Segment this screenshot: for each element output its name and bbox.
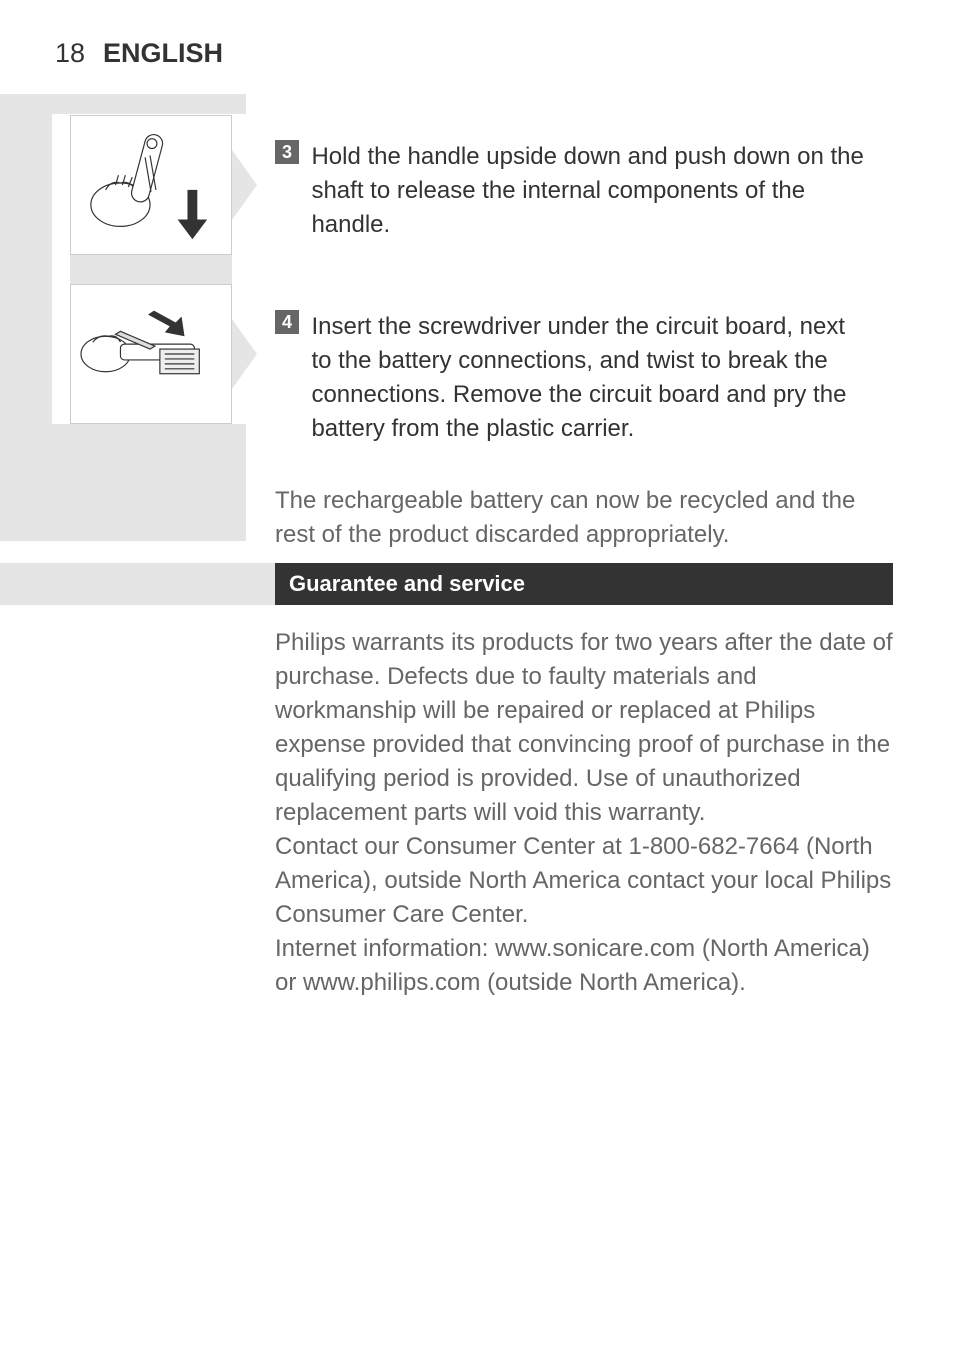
language-label: ENGLISH: [103, 38, 223, 68]
page-header: 18 ENGLISH: [55, 38, 223, 69]
figure-2-triangle: [232, 319, 257, 389]
step-4-block: 4 Insert the screwdriver under the circu…: [275, 310, 891, 446]
figure-connector-bar: [70, 255, 232, 284]
warranty-text: Philips warrants its products for two ye…: [275, 626, 895, 1000]
recycle-note: The rechargeable battery can now be recy…: [275, 484, 893, 552]
section-header-pre-bar: [52, 563, 275, 605]
step-3-block: 3 Hold the handle upside down and push d…: [275, 140, 873, 242]
step-3-marker: 3: [275, 140, 299, 164]
step-4-marker: 4: [275, 310, 299, 334]
warranty-p3: Internet information: www.sonicare.com (…: [275, 932, 895, 1000]
section-header-guarantee: Guarantee and service: [275, 563, 893, 605]
warranty-p1: Philips warrants its products for two ye…: [275, 626, 895, 830]
illustration-handle-push: [71, 116, 231, 254]
figure-1-triangle: [232, 150, 257, 220]
illustration-screwdriver-pry: [71, 285, 231, 423]
warranty-p2: Contact our Consumer Center at 1-800-682…: [275, 830, 895, 932]
figure-step-4: [70, 284, 232, 424]
side-accent-top: [0, 94, 246, 114]
figure-step-3: [70, 115, 232, 255]
figure-bottom-bar: [52, 424, 246, 541]
page-number: 18: [55, 38, 85, 68]
step-4-text: Insert the screwdriver under the circuit…: [311, 310, 866, 446]
section-header-side-bar: [0, 563, 52, 605]
side-accent-vertical: [0, 94, 52, 541]
step-3-text: Hold the handle upside down and push dow…: [311, 140, 866, 242]
